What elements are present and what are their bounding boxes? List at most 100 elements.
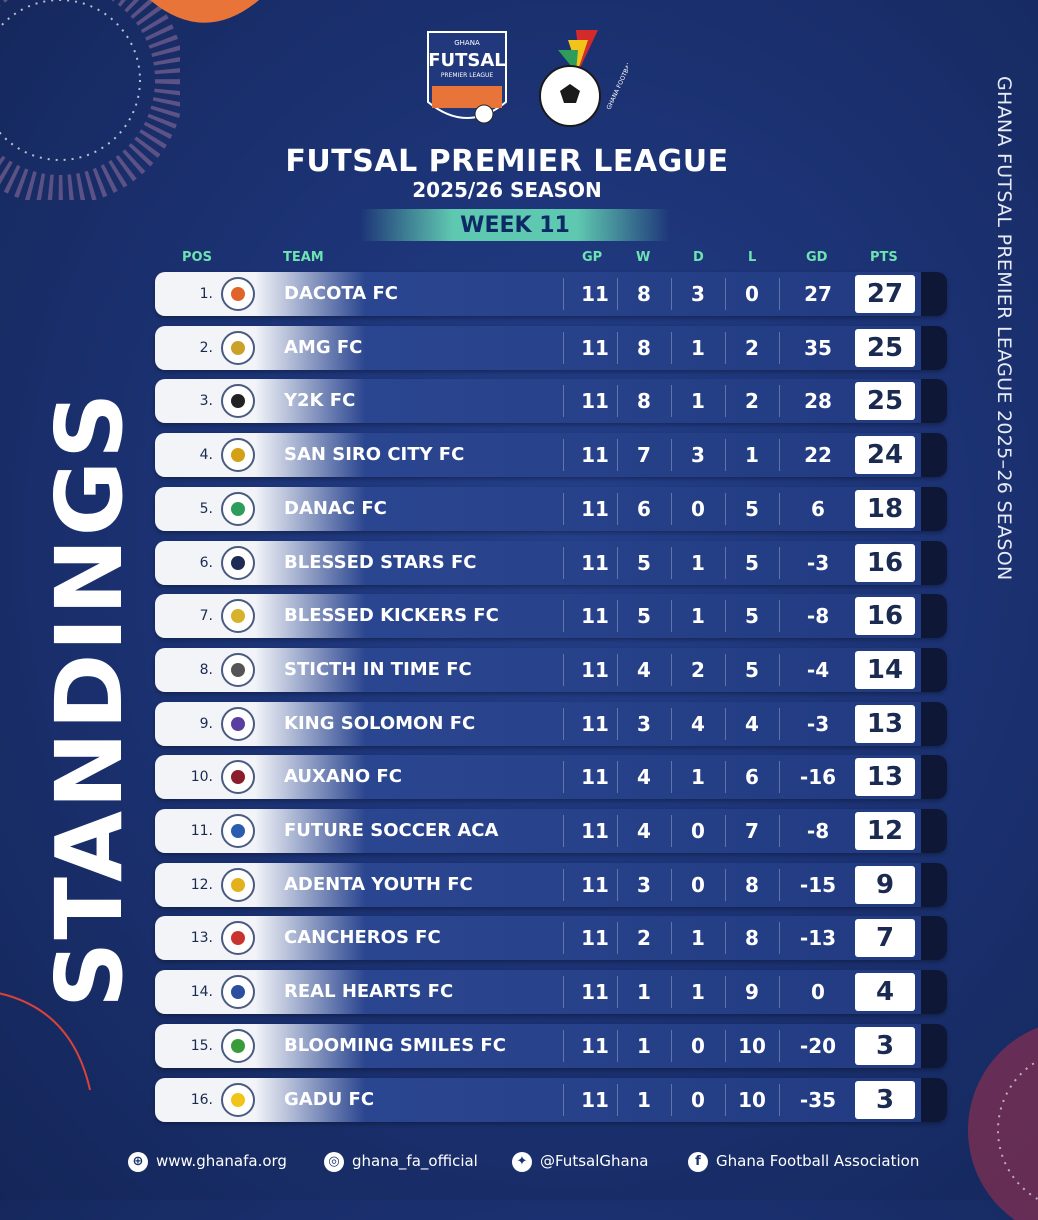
row-l: 4: [745, 711, 759, 736]
column-separator: [617, 976, 618, 1009]
column-separator: [617, 1083, 618, 1116]
row-gd: -35: [799, 1087, 837, 1112]
column-separator: [671, 815, 672, 847]
column-separator: [617, 707, 618, 740]
svg-text:FUTSAL: FUTSAL: [428, 50, 506, 71]
row-l: 10: [738, 1087, 766, 1112]
row-l: 1: [745, 443, 759, 468]
facebook-icon: f: [688, 1151, 708, 1172]
header-gp: GP: [582, 250, 603, 265]
row-gp: 11: [581, 282, 609, 306]
row-gp: 11: [581, 550, 609, 575]
row-gp: 11: [581, 711, 609, 736]
row-w: 6: [637, 496, 651, 521]
row-w: 5: [637, 604, 651, 629]
column-separator: [563, 922, 564, 955]
row-end-cap: [921, 486, 947, 531]
row-w: 7: [637, 443, 651, 468]
column-separator: [779, 761, 780, 794]
column-separator: [725, 922, 726, 955]
footer-instagram[interactable]: ◎ ghana_fa_official: [324, 1150, 478, 1174]
column-separator: [779, 922, 780, 955]
page-title: FUTSAL PREMIER LEAGUE: [285, 144, 729, 179]
table-row: 13. CANCHEROS FC 11 2 1 8 -13 7: [155, 916, 947, 961]
row-end-cap: [921, 1023, 947, 1068]
column-separator: [671, 1083, 672, 1116]
row-gp: 11: [581, 980, 609, 1005]
row-d: 3: [691, 282, 705, 306]
column-separator: [725, 278, 726, 310]
row-points: 13: [855, 704, 915, 743]
row-l: 9: [745, 980, 759, 1005]
row-points: 24: [855, 436, 915, 475]
row-d: 0: [691, 496, 705, 521]
row-position: 13.: [190, 930, 213, 947]
week-label: WEEK 11: [460, 213, 570, 238]
row-position: 9.: [199, 715, 213, 732]
row-position: 16.: [190, 1091, 213, 1108]
column-separator: [563, 815, 564, 847]
row-position: 1.: [199, 286, 213, 302]
row-team-name: GADU FC: [284, 1088, 375, 1110]
row-end-cap: [921, 1077, 947, 1122]
column-separator: [563, 707, 564, 740]
column-separator: [779, 331, 780, 364]
column-separator: [779, 439, 780, 472]
row-position: 4.: [199, 447, 213, 464]
row-d: 0: [691, 1087, 705, 1112]
column-separator: [563, 278, 564, 310]
column-separator: [617, 922, 618, 955]
row-team-name: DACOTA FC: [284, 283, 398, 304]
column-separator: [617, 385, 618, 418]
team-crest-icon: [221, 652, 255, 687]
row-d: 1: [691, 335, 705, 360]
row-d: 1: [691, 389, 705, 414]
footer-twitter[interactable]: ✦ @FutsalGhana: [512, 1150, 648, 1174]
team-crest-icon: [221, 1082, 255, 1117]
row-gd: 28: [804, 389, 832, 414]
row-d: 0: [691, 819, 705, 843]
row-d: 2: [691, 657, 705, 682]
row-gp: 11: [581, 1033, 609, 1058]
row-w: 3: [637, 872, 651, 897]
row-points: 16: [855, 597, 915, 636]
table-row: 8. STICTH IN TIME FC 11 4 2 5 -4 14: [155, 647, 947, 692]
footer-facebook[interactable]: f Ghana Football Association: [688, 1150, 919, 1174]
svg-text:GHANA: GHANA: [454, 39, 480, 47]
row-w: 8: [637, 282, 651, 306]
row-position: 14.: [190, 984, 213, 1001]
footer-facebook-text: Ghana Football Association: [716, 1152, 920, 1170]
row-d: 1: [691, 980, 705, 1005]
header-pos: POS: [182, 250, 212, 265]
row-end-cap: [921, 862, 947, 907]
row-team-name: BLESSED STARS FC: [284, 551, 477, 573]
row-points: 7: [855, 919, 915, 958]
team-crest-icon: [221, 760, 255, 795]
row-gd: -8: [806, 819, 830, 843]
row-w: 1: [637, 980, 651, 1005]
team-crest-icon: [221, 1028, 255, 1063]
row-l: 5: [745, 604, 759, 629]
row-position: 8.: [199, 661, 213, 678]
column-separator: [671, 761, 672, 794]
header-gd: GD: [806, 250, 828, 265]
row-team-name: DANAC FC: [284, 497, 387, 519]
row-position: 11.: [190, 823, 213, 839]
row-gp: 11: [581, 657, 609, 682]
column-separator: [617, 1029, 618, 1062]
team-crest-icon: [221, 491, 255, 526]
svg-text:PREMIER LEAGUE: PREMIER LEAGUE: [441, 72, 494, 79]
row-gd: -13: [799, 926, 837, 951]
row-gd: 6: [811, 496, 825, 521]
column-separator: [671, 922, 672, 955]
footer-website[interactable]: ⊕ www.ghanafa.org: [128, 1150, 287, 1174]
header-w: W: [636, 250, 651, 265]
row-points: 14: [855, 650, 915, 689]
column-separator: [563, 331, 564, 364]
row-gd: -3: [806, 550, 830, 575]
twitter-icon: ✦: [512, 1151, 532, 1172]
row-team-name: Y2K FC: [284, 390, 356, 412]
row-l: 2: [745, 335, 759, 360]
row-end-cap: [921, 272, 947, 316]
table-row: 9. KING SOLOMON FC 11 3 4 4 -3 13: [155, 701, 947, 746]
